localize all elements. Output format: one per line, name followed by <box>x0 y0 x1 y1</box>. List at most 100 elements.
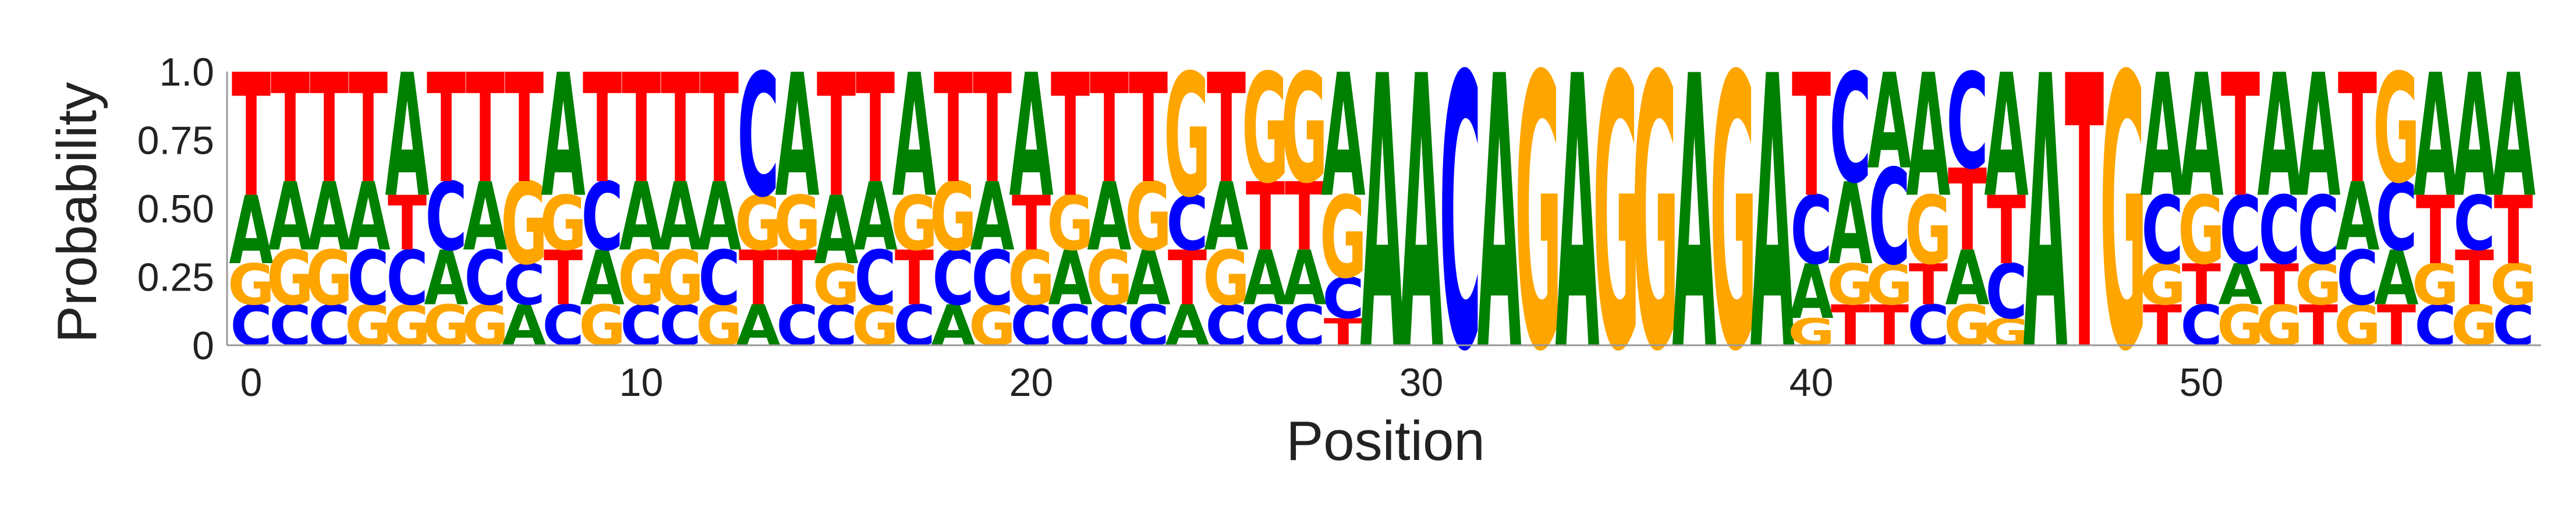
logo-letter-a: A <box>229 177 273 286</box>
logo-letter-a: A <box>580 236 624 323</box>
logo-letter-c: C <box>1985 249 2027 336</box>
logo-letter-a: A <box>2296 39 2340 235</box>
logo-letter-c: C <box>308 293 350 359</box>
logo-letter-t: T <box>934 42 973 217</box>
x-tick-label: 20 <box>1009 360 1054 405</box>
logo-letter-c: C <box>698 236 740 323</box>
logo-letter-g: G <box>1632 0 1679 434</box>
logo-letter-a: A <box>1984 39 2028 235</box>
logo-letter-t: T <box>739 236 778 323</box>
logo-letter-a: A <box>1399 0 1444 434</box>
logo-letter-c: C <box>737 39 779 235</box>
logo-letter-c: C <box>2297 177 2339 286</box>
logo-letter-g: G <box>2451 293 2498 359</box>
logo-letter-g: G <box>2373 42 2420 217</box>
x-tick-labels: 0 10 20 30 40 50 <box>240 360 2224 405</box>
logo-letter-c: C <box>2219 177 2261 286</box>
logo-letter-a: A <box>814 177 858 286</box>
logo-letter-c: C <box>2453 181 2495 268</box>
logo-letter-g: G <box>1164 39 1211 235</box>
logo-letter-t: T <box>2065 0 2104 434</box>
logo-letter-c: C <box>1010 293 1052 359</box>
logo-letter-c: C <box>1166 181 1208 268</box>
logo-letter-a: A <box>1945 236 1989 323</box>
logo-letter-g: G <box>228 252 275 318</box>
logo-letter-a: A <box>268 163 312 272</box>
logo-letter-c: C <box>2258 177 2300 286</box>
logo-letter-t: T <box>973 42 1012 217</box>
logo-letter-g: G <box>1047 181 1094 268</box>
logo-letter-t: T <box>1987 177 2026 286</box>
logo-letter-t: T <box>2377 293 2416 359</box>
logo-letter-g: G <box>774 181 821 268</box>
logo-letter-a: A <box>1126 236 1170 323</box>
logo-letter-g: G <box>1515 0 1562 434</box>
logo-letter-g: G <box>1905 177 1952 286</box>
logo-letter-t: T <box>2143 293 2182 359</box>
logo-letter-g: G <box>1203 236 1250 323</box>
logo-letter-a: A <box>658 163 702 272</box>
logo-letter-a: A <box>619 163 663 272</box>
logo-letter-g: G <box>540 181 587 268</box>
logo-letter-t: T <box>661 42 700 217</box>
logo-letter-c: C <box>2180 293 2222 359</box>
logo-letter-a: A <box>541 39 585 235</box>
logo-letter-a: A <box>2452 39 2496 235</box>
logo-letter-t: T <box>1090 42 1129 217</box>
logo-letter-g: G <box>852 293 899 359</box>
y-tick-labels: 0 0.25 0.50 0.75 1.0 <box>137 50 214 368</box>
logo-letter-c: C <box>1322 266 1364 332</box>
logo-letter-a: A <box>775 39 819 235</box>
logo-letter-g: G <box>2100 0 2147 434</box>
logo-letter-c: C <box>659 293 701 359</box>
logo-letter-g: G <box>969 293 1016 359</box>
logo-letter-t: T <box>2221 39 2260 235</box>
logo-letter-t: T <box>2299 293 2338 359</box>
logo-letter-a: A <box>385 39 429 235</box>
logo-letter-c: C <box>425 163 467 272</box>
logo-letter-t: T <box>1870 293 1909 359</box>
logo-letter-t: T <box>2260 252 2299 318</box>
logo-letter-a: A <box>1087 163 1131 272</box>
logo-letter-g: G <box>813 252 860 318</box>
logo-letter-g: G <box>1008 236 1055 323</box>
logo-letter-g: G <box>1593 0 1640 434</box>
logo-letter-a: A <box>1672 0 1717 434</box>
logo-letter-g: G <box>384 293 431 359</box>
logo-letter-a: A <box>2023 0 2068 434</box>
logo-letter-a: A <box>1165 293 1210 359</box>
logo-letter-c: C <box>542 293 584 359</box>
x-tick-label: 40 <box>1790 360 1834 405</box>
logo-letter-c: C <box>464 236 506 323</box>
logo-letter-c: C <box>620 293 662 359</box>
logo-letter-a: A <box>2335 163 2379 272</box>
logo-letter-a: A <box>502 293 547 359</box>
logo-letter-a: A <box>307 163 351 272</box>
logo-letter-a: A <box>1360 0 1405 434</box>
logo-letter-t: T <box>505 42 544 217</box>
logo-letter-c: C <box>1088 293 1130 359</box>
logo-letter-a: A <box>1204 163 1248 272</box>
y-tick-label: 0.25 <box>137 256 214 300</box>
logo-letter-g: G <box>1827 252 1874 318</box>
logo-letter-t: T <box>817 39 856 235</box>
logo-letter-a: A <box>2218 252 2263 318</box>
logo-letter-c: C <box>581 163 623 272</box>
logo-letter-t: T <box>466 42 505 217</box>
logo-letter-c: C <box>1127 293 1169 359</box>
logo-letter-c: C <box>2414 293 2456 359</box>
logo-letter-g: G <box>1320 174 1367 304</box>
logo-letter-c: C <box>230 293 272 359</box>
logo-letter-t: T <box>2494 177 2533 286</box>
logo-letter-g: G <box>2334 293 2381 359</box>
logo-letter-c: C <box>893 293 935 359</box>
logo-letter-t: T <box>895 236 934 323</box>
logo-letter-t: T <box>2182 252 2221 318</box>
logo-letter-t: T <box>583 42 622 217</box>
logo-letter-c: C <box>2336 236 2378 323</box>
logo-letter-c: C <box>1946 47 1988 199</box>
x-tick-label: 10 <box>619 360 664 405</box>
logo-letter-g: G <box>1086 236 1133 323</box>
logo-letter-g: G <box>1788 310 1835 354</box>
